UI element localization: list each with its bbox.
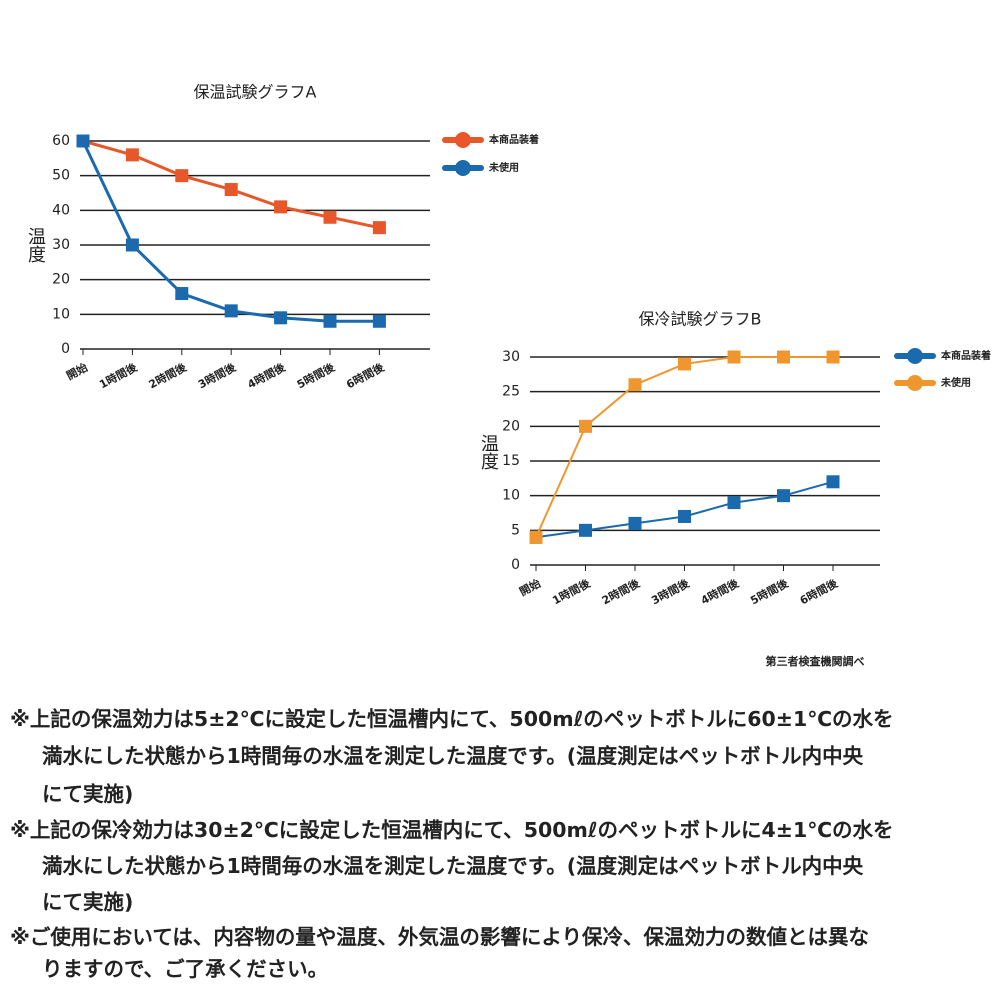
y-tick-label: 50 — [52, 168, 70, 184]
data-point — [727, 350, 741, 364]
y-tick-label: 25 — [502, 384, 520, 400]
y-axis-label: 温度 — [25, 227, 46, 263]
data-point — [125, 238, 139, 252]
source: 第三者検査機関調べ — [766, 654, 865, 668]
x-tick-label: 6時間後 — [797, 575, 840, 607]
legend-label: 本商品装着 — [941, 349, 991, 362]
x-tick-label: 1時間後 — [550, 575, 593, 607]
y-tick-label: 0 — [61, 341, 70, 357]
data-point — [628, 516, 642, 530]
data-point — [678, 357, 691, 371]
x-tick-label: 4時間後 — [698, 575, 741, 607]
series-line — [81, 140, 380, 323]
data-point — [224, 183, 238, 197]
legend-marker — [907, 348, 923, 364]
x-tick-label: 開始 — [64, 360, 90, 383]
data-point — [579, 523, 592, 537]
data-point — [274, 200, 288, 214]
data-point — [826, 475, 840, 489]
y-tick-label: 10 — [52, 306, 70, 322]
note-line: りますので、ご了承ください。 — [42, 957, 328, 981]
data-point — [678, 509, 691, 523]
y-tick-label: 10 — [502, 488, 520, 504]
legend-marker — [907, 375, 923, 391]
data-point — [372, 221, 386, 235]
x-tick-label: 2時間後 — [146, 359, 189, 391]
x-tick-label: 5時間後 — [748, 575, 791, 607]
y-tick-label: 5 — [511, 522, 520, 538]
x-tick-label: 3時間後 — [649, 575, 692, 607]
y-tick-label: 60 — [52, 133, 70, 149]
data-point — [826, 350, 840, 364]
data-point — [323, 314, 337, 328]
y-tick-label: 15 — [502, 453, 520, 469]
y-tick-label: 30 — [502, 349, 520, 365]
data-point — [372, 314, 386, 328]
data-point — [323, 210, 337, 224]
y-tick-label: 30 — [52, 237, 70, 253]
legend-marker — [455, 132, 471, 148]
y-tick-label: 40 — [52, 202, 70, 218]
note-line: にて実施) — [42, 782, 133, 806]
note-line: 満水にした状態から1時間毎の水温を測定した温度です。(温度測定はペットボトル内中… — [42, 854, 864, 878]
note-line: ※上記の保温効力は5±2℃に設定した恒温槽内にて、500mℓのペットボトルに60… — [10, 707, 894, 731]
x-tick-label: 6時間後 — [344, 359, 387, 391]
x-tick-label: 3時間後 — [196, 359, 239, 391]
y-tick-label: 20 — [502, 418, 520, 434]
x-tick-label: 5時間後 — [294, 359, 337, 391]
data-point — [175, 287, 189, 301]
data-point — [125, 148, 139, 162]
data-point — [274, 311, 288, 325]
chart-title: 保温試験グラフA — [194, 83, 317, 102]
note-line: 満水にした状態から1時間毎の水温を測定した温度です。(温度測定はペットボトル内中… — [42, 744, 864, 768]
data-point — [579, 419, 592, 433]
chart-title: 保冷試験グラフB — [639, 310, 762, 329]
x-tick-label: 2時間後 — [599, 575, 642, 607]
x-tick-label: 開始 — [517, 576, 543, 599]
data-point — [777, 489, 790, 503]
note-line: ※ご使用においては、内容物の量や温度、外気温の影響により保冷、保温効力の数値とは… — [10, 925, 869, 949]
y-tick-label: 20 — [52, 272, 70, 288]
x-tick-label: 4時間後 — [245, 359, 288, 391]
data-point — [777, 350, 790, 364]
note-line: ※上記の保冷効力は30±2℃に設定した恒温槽内にて、500mℓのペットボトルに4… — [10, 818, 894, 842]
note-line: にて実施) — [42, 890, 133, 914]
legend-marker — [455, 160, 471, 176]
legend-label: 未使用 — [488, 161, 519, 174]
x-tick-label: 1時間後 — [97, 359, 140, 391]
data-point — [628, 378, 642, 392]
data-point — [727, 496, 741, 510]
y-tick-label: 0 — [511, 557, 520, 573]
legend-label: 本商品装着 — [489, 133, 539, 146]
data-point — [529, 530, 543, 544]
data-point — [175, 169, 189, 183]
data-point — [76, 134, 90, 148]
data-point — [224, 304, 238, 318]
legend-label: 未使用 — [940, 376, 971, 389]
y-axis-label: 温度 — [478, 434, 499, 470]
